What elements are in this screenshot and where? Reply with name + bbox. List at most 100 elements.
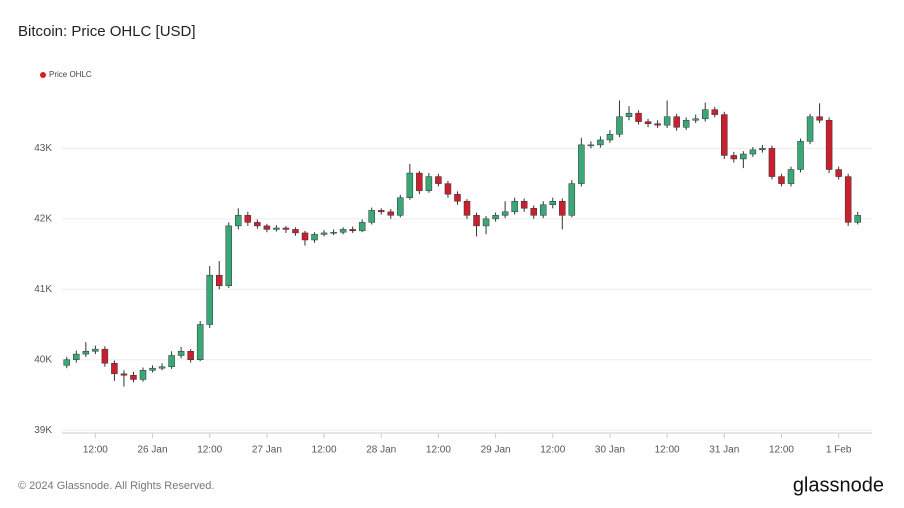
candle-body (387, 211, 395, 216)
candle-body (130, 374, 137, 380)
candle-body (682, 119, 690, 128)
candle-body (806, 116, 814, 142)
candle-body (854, 215, 861, 223)
candle-body (139, 370, 147, 380)
candle-body (187, 351, 194, 360)
x-tick-label: 12:00 (769, 445, 794, 456)
candle-body (530, 208, 537, 216)
candle-body (435, 176, 442, 184)
candle-body (730, 155, 738, 160)
candle-body (330, 231, 337, 234)
y-tick-label: 42K (34, 213, 52, 224)
candle-body (158, 366, 166, 369)
x-tick-label: 31 Jan (709, 445, 739, 456)
candle-body (273, 227, 280, 230)
candle-body (835, 169, 842, 177)
y-tick-label: 40K (34, 354, 52, 365)
candle-body (644, 121, 652, 124)
candle-body (263, 225, 271, 230)
candle-body (244, 215, 252, 223)
candle-body (587, 144, 595, 147)
candle-body (311, 234, 318, 241)
x-tick-label: 12:00 (540, 445, 565, 456)
y-tick-label: 43K (34, 143, 52, 154)
x-tick-label: 27 Jan (252, 445, 282, 456)
candle-body (82, 351, 90, 355)
y-tick-label: 39K (34, 425, 52, 436)
candle-body (254, 222, 261, 227)
candle-body (825, 119, 833, 170)
candle-body (215, 274, 223, 287)
x-tick-label: 12:00 (197, 445, 222, 456)
x-tick-label: 30 Jan (595, 445, 625, 456)
candle-body (73, 353, 80, 360)
x-tick-label: 12:00 (312, 445, 337, 456)
candle-body (196, 324, 204, 360)
candle-body (606, 134, 614, 141)
candle-body (368, 210, 375, 223)
candle-body (759, 148, 766, 151)
candle-body (787, 169, 795, 184)
candle-body (225, 225, 233, 287)
x-tick-label: 28 Jan (366, 445, 396, 456)
candle-body (616, 116, 623, 135)
candle-body (454, 193, 461, 202)
candle-body (625, 112, 633, 117)
candle-body (425, 176, 433, 191)
candle-body (492, 215, 499, 220)
brand-logo: glassnode (793, 474, 884, 496)
candle-body (797, 141, 804, 170)
candle-body (559, 200, 566, 216)
candle-body (206, 274, 213, 325)
footer: © 2024 Glassnode. All Rights Reserved. (18, 480, 214, 492)
candle-body (301, 232, 309, 241)
candle-body (844, 176, 852, 223)
candle-body (235, 215, 242, 227)
x-tick-label: 12:00 (83, 445, 108, 456)
candle-body (520, 200, 528, 209)
candle-body (711, 109, 719, 115)
x-tick-label: 1 Feb (826, 445, 852, 456)
candle-body (92, 348, 99, 352)
candle-body (406, 172, 414, 198)
candle-body (349, 229, 356, 232)
candle-body (444, 183, 452, 195)
candle-body (111, 363, 118, 375)
candle-body (339, 229, 347, 233)
candle-body (778, 176, 785, 184)
candle-body (511, 200, 518, 213)
candle-body (749, 149, 757, 155)
candle-body (578, 144, 585, 184)
candle-body (358, 222, 366, 232)
candle-body (320, 232, 328, 235)
candle-body (377, 210, 385, 213)
candle-body (463, 200, 471, 216)
candle-body (149, 367, 156, 371)
candle-body (654, 123, 661, 126)
x-tick-label: 29 Jan (481, 445, 511, 456)
candle-body (816, 116, 823, 121)
candle-body (539, 204, 547, 216)
x-tick-label: 26 Jan (138, 445, 168, 456)
candle-body (740, 153, 747, 160)
chart-title: Bitcoin: Price OHLC [USD] (18, 23, 196, 40)
candle-body (701, 109, 709, 120)
candle-body (101, 348, 109, 364)
candle-body (673, 116, 680, 128)
candle-body (482, 218, 490, 227)
candle-body (597, 139, 604, 146)
candle-body (120, 373, 128, 376)
candle-body (416, 172, 423, 191)
candle-body (473, 215, 480, 227)
candle-body (177, 351, 185, 356)
candle-body (501, 211, 509, 216)
legend-label: Price OHLC (49, 70, 92, 79)
candle-body (635, 112, 642, 122)
candle-body (63, 359, 71, 366)
candle-body (568, 183, 576, 216)
candle-body (292, 229, 299, 234)
candle-body (768, 148, 776, 177)
candle-body (692, 118, 699, 121)
candle-body (721, 114, 728, 156)
